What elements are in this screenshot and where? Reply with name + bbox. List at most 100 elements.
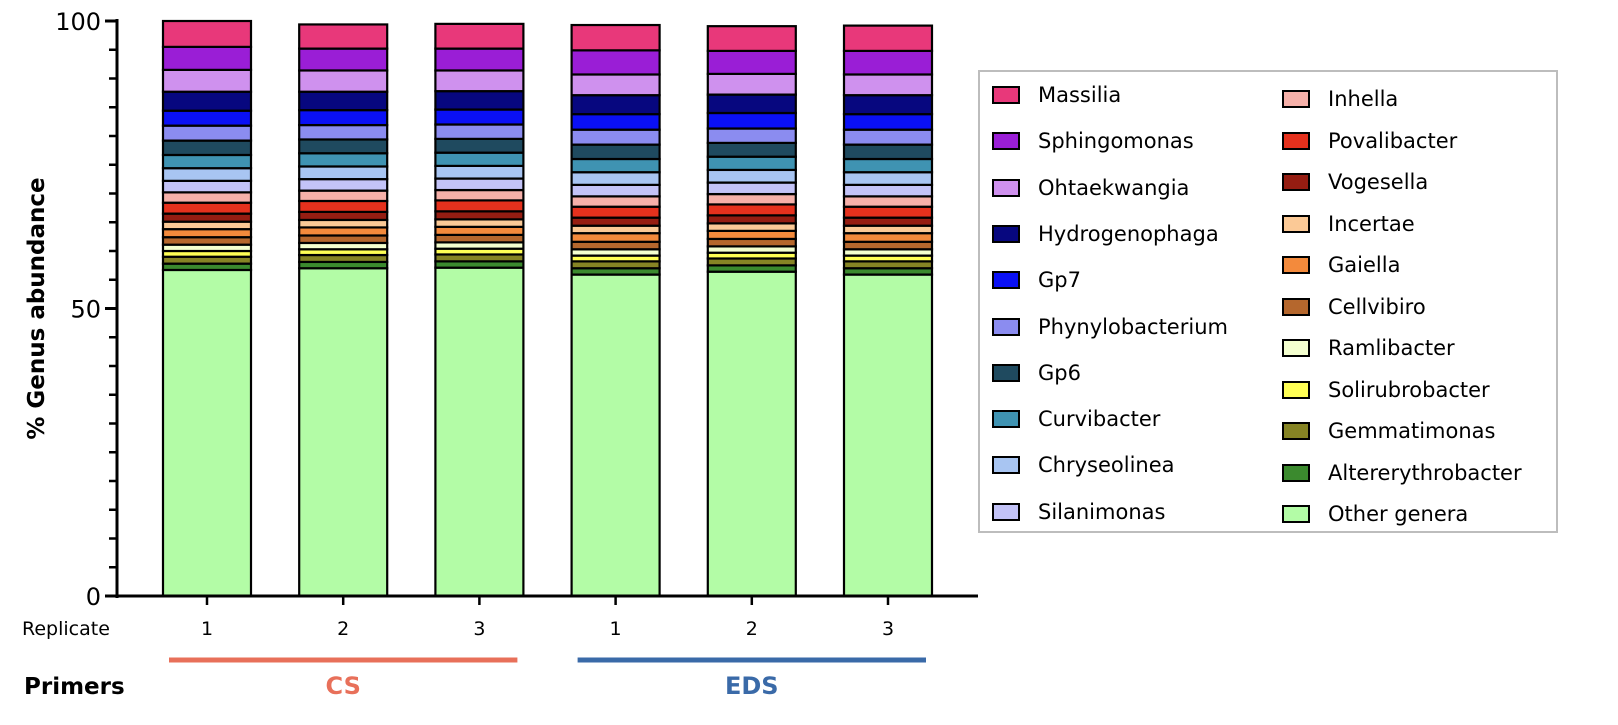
bar-segment-incertae-3 [434,218,525,228]
bar-segment-gp7-2 [298,109,389,127]
bars-layer [161,19,934,598]
legend-swatch [992,410,1020,429]
legend-label: Silanimonas [1038,499,1166,524]
bar-segment-inhella-5 [706,192,797,206]
bar-segment-hydrogenophaga-3 [434,90,525,111]
bar-segment-other-genera-4 [570,273,661,598]
bar-segment-other-genera-3 [434,266,525,598]
bar-segment-sphingomonas-3 [434,47,525,72]
legend-item: Inhella [1282,84,1398,114]
legend-item: Chryseolinea [992,450,1175,480]
x-tick-label: 3 [473,618,485,640]
legend-label: Other genera [1328,502,1469,526]
bar-segment-vogesella-6 [842,216,934,227]
bar-segment-cellvibiro-5 [706,237,797,248]
legend-label: Vogesella [1328,170,1429,194]
group-label-cs: CS [326,672,361,700]
legend-swatch [992,502,1020,521]
x-tick-label: 2 [337,618,349,640]
bar-segment-curvibacter-2 [298,152,389,168]
legend-swatch [1282,463,1310,482]
bar-segment-other-genera-1 [161,268,253,598]
bar-segment-gaiella-1 [161,228,253,239]
legend-item: Incertae [1282,209,1415,239]
legend-swatch [1282,339,1310,357]
bar-segment-inhella-3 [434,188,525,202]
bar-segment-gp6-1 [161,139,253,157]
legend-swatch [992,178,1020,197]
bar-segment-povalibacter-2 [298,199,389,214]
x-tick-label: 1 [201,618,213,640]
legend-item: Massilia [992,80,1121,110]
bar-segment-sphingomonas-2 [298,47,389,72]
bar-segment-cellvibiro-1 [161,236,253,246]
legend-item: Curvibacter [992,404,1160,434]
legend-swatch [1282,90,1310,108]
y-tick-label: 50 [70,296,101,324]
legend-label: Solirubrobacter [1328,377,1490,402]
bar-segment-ohtaekwangia-6 [842,73,934,97]
bar-segment-ohtaekwangia-2 [298,69,389,93]
bar-segment-gp7-3 [434,108,525,126]
bar-segment-other-genera-6 [842,273,934,598]
legend-item: Phynylobacterium [992,312,1228,342]
bar-segment-other-genera-2 [298,267,389,598]
bar-segment-gp7-5 [706,111,797,130]
bar-segment-gp7-1 [161,109,253,127]
bar-segment-cellvibiro-6 [842,240,934,251]
bar-segment-gaiella-6 [842,232,934,243]
legend-item: Ramlibacter [1282,333,1455,363]
bar-segment-povalibacter-4 [570,205,661,219]
bar-segment-incertae-1 [161,220,253,231]
legend-label: Massilia [1038,83,1122,107]
bar-segment-cellvibiro-3 [434,233,525,244]
bar-segment-hydrogenophaga-6 [842,94,934,116]
bar-segment-curvibacter-5 [706,155,797,172]
legend-item: Gemmatimonas [1282,416,1495,446]
x-tick-label: 1 [610,618,622,640]
bar-segment-gp6-4 [570,143,661,161]
legend: Massilia Sphingomonas Ohtaekwangia Hydrogen… [978,70,1558,533]
bar-segment-phynylobacterium-6 [842,128,934,146]
y-tick-label: 0 [86,583,101,611]
legend-swatch [992,224,1020,243]
labels-layer: 0 50 100 % Genus abundance Replicate 1 2 3 1 2 3 Pr… [22,8,894,700]
legend-item: Silanimonas [992,497,1165,527]
bar-segment-ohtaekwangia-4 [570,73,661,97]
bar-segment-gaiella-5 [706,229,797,241]
legend-item: Hydrogenophaga [992,219,1219,249]
legend-item: Gaiella [1282,250,1400,280]
bar-segment-povalibacter-5 [706,203,797,217]
legend-swatch [992,86,1020,104]
bar-segment-ohtaekwangia-5 [706,72,797,96]
bar-segment-curvibacter-3 [434,151,525,168]
legend-label: Gp7 [1038,268,1081,293]
legend-label: Cellvibiro [1328,294,1426,319]
legend-swatch [1282,256,1310,274]
legend-item: Cellvibiro [1282,292,1426,322]
bar-segment-chryseolinea-6 [842,171,934,186]
bar-segment-massilia-5 [706,25,797,52]
bar-segment-ohtaekwangia-1 [161,68,253,93]
bar-segment-massilia-4 [570,23,661,52]
legend-item: Other genera [1282,499,1468,529]
bar-segment-massilia-1 [161,19,253,48]
bar-segment-massilia-3 [434,22,525,50]
bar-segment-hydrogenophaga-4 [570,94,661,116]
bar-segment-gaiella-3 [434,225,525,237]
bar-segment-chryseolinea-3 [434,164,525,180]
bar-segment-hydrogenophaga-2 [298,90,389,112]
bar-segment-inhella-6 [842,195,934,208]
legend-swatch [1282,131,1310,150]
bar-segment-incertae-2 [298,218,389,229]
bar-segment-curvibacter-1 [161,153,253,170]
bar-segment-incertae-4 [570,224,661,235]
bar-segment-massilia-2 [298,23,389,50]
legend-label: Altererythrobacter [1328,460,1522,485]
legend-item: Altererythrobacter [1282,458,1522,488]
bar-segment-silanimonas-5 [706,181,797,196]
group-label-eds: EDS [725,672,779,700]
bar-segment-ohtaekwangia-3 [434,69,525,93]
bar-segment-gp6-2 [298,138,389,155]
